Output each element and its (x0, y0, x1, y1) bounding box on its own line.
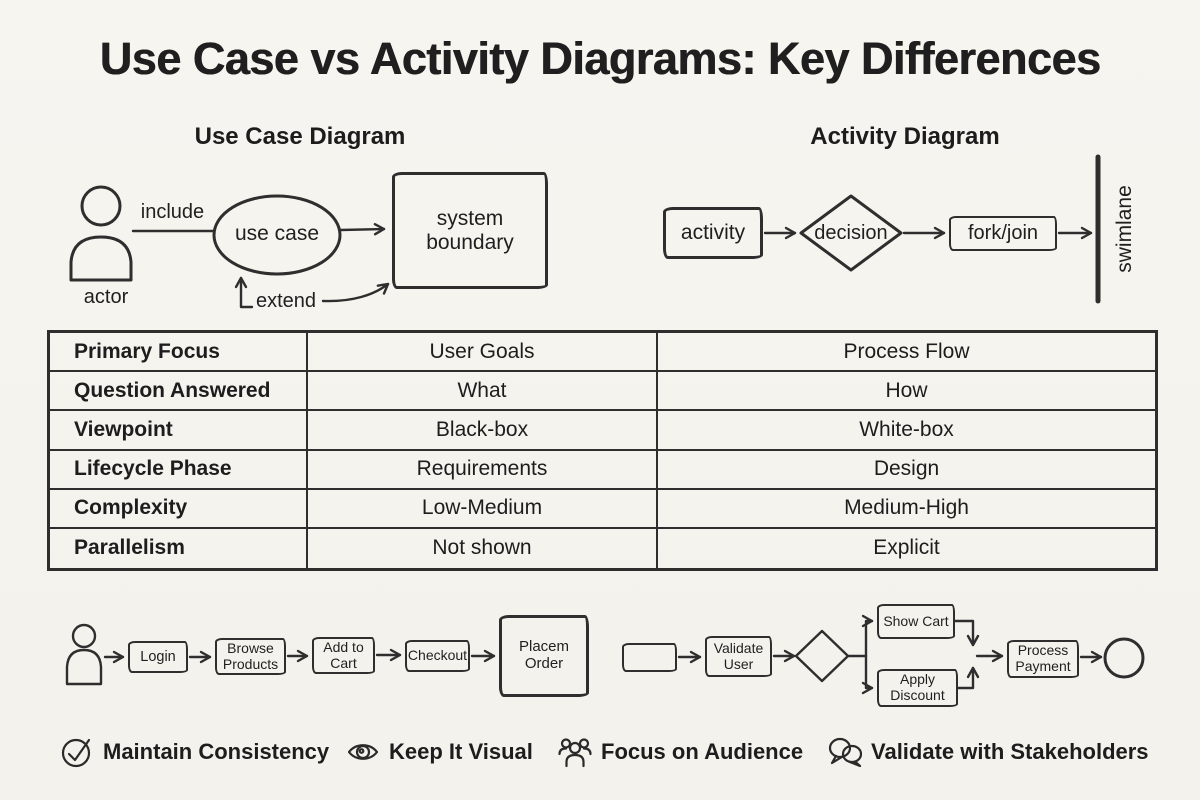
step-place-order-box: Placem Order (499, 615, 589, 697)
comparison-table: Primary Focus User Goals Process Flow Qu… (47, 330, 1158, 571)
include-label: include (140, 201, 205, 223)
actor-icon (80, 185, 122, 227)
table-cell-use-case: User Goals (308, 333, 658, 373)
actor-icon (71, 623, 97, 649)
footer-item-audience: Focus on Audience (558, 734, 803, 770)
eye-icon (347, 744, 379, 760)
page-title: Use Case vs Activity Diagrams: Key Diffe… (99, 33, 1101, 84)
decision-label: decision (814, 222, 888, 244)
show-cart-box: Show Cart (877, 604, 955, 639)
table-row-label: Viewpoint (50, 411, 308, 451)
end-node-circle (1103, 637, 1145, 679)
table-row-label: Complexity (50, 489, 308, 529)
step-add-to-cart-box: Add to Cart (312, 637, 375, 674)
use-case-label: use case (234, 222, 320, 245)
footer-item-label: Maintain Consistency (103, 739, 330, 764)
extend-label: extend (255, 290, 317, 312)
apply-discount-box: Apply Discount (877, 669, 958, 707)
validate-user-box: Validate User (705, 636, 772, 677)
merge-arrow-bottom (956, 666, 980, 690)
actor-icon (69, 235, 133, 282)
branch-arrow-bottom (861, 654, 874, 695)
use-case-heading: Use Case Diagram (194, 123, 406, 150)
table-row-label: Parallelism (50, 528, 308, 568)
footer-item-label: Keep It Visual (389, 739, 533, 764)
table-cell-activity: How (658, 372, 1155, 412)
footer-item-label: Validate with Stakeholders (871, 739, 1149, 764)
table-row-label: Primary Focus (50, 333, 308, 373)
footer-item-visual: Keep It Visual (346, 734, 533, 770)
footer-item-label: Focus on Audience (601, 739, 804, 764)
people-icon (558, 738, 592, 768)
table-cell-activity: White-box (658, 411, 1155, 451)
actor-icon (65, 648, 103, 686)
table-cell-activity: Explicit (873, 536, 940, 560)
step-browse-products-box: Browse Products (215, 638, 286, 675)
extend-to-boundary-arrow (321, 282, 390, 303)
activity-box: activity (663, 207, 763, 259)
table-cell-use-case: Requirements (308, 450, 658, 490)
table-row-label: Lifecycle Phase (50, 450, 308, 490)
table-cell-activity: Medium-High (658, 490, 1155, 529)
table-cell-use-case: Black-box (308, 411, 658, 451)
footer-item-consistency: Maintain Consistency (60, 734, 329, 770)
process-payment-box: Process Payment (1007, 640, 1079, 678)
table-cell-use-case: Low-Medium (308, 489, 658, 529)
table-cell-activity: Process Flow (658, 333, 1155, 373)
table-cell-use-case: Not shown (308, 528, 658, 568)
branch-arrow-top (861, 614, 874, 658)
fork-join-box: fork/join (949, 216, 1057, 251)
step-login-box: Login (128, 641, 188, 673)
system-boundary-box: system boundary (392, 172, 548, 289)
activity-heading: Activity Diagram (810, 123, 1000, 150)
chat-bubbles-icon (828, 737, 862, 768)
check-circle-icon (61, 738, 91, 768)
step-checkout-box: Checkout (405, 640, 470, 672)
swimlane-label: swimlane (1113, 185, 1136, 273)
footer-item-stakeholders: Validate with Stakeholders (828, 734, 1149, 770)
start-node-box (622, 643, 677, 672)
table-cell-use-case: What (308, 372, 658, 412)
table-row-label: Question Answered (50, 372, 308, 412)
merge-arrow-top (953, 619, 980, 647)
actor-label: actor (83, 286, 129, 308)
decision-diamond (794, 629, 850, 683)
table-cell-activity: Design (658, 451, 1155, 490)
use-case-to-boundary-arrow (339, 223, 386, 236)
